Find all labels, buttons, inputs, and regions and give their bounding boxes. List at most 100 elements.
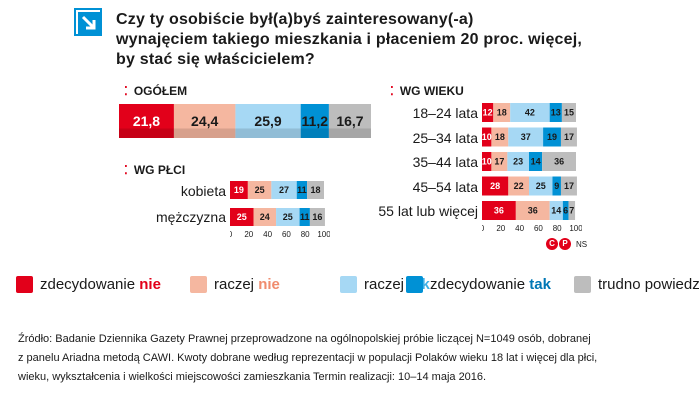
- data-label-35-44-lata-zdecydowanie-nie: 10: [482, 157, 492, 167]
- category-label-mężczyzna: mężczyzna: [155, 209, 226, 225]
- legend-label: zdecydowanie: [430, 276, 530, 293]
- legend-swatch: [574, 276, 591, 293]
- legend-label-highlight: nie: [258, 276, 280, 293]
- data-label-ogółem-raczej-nie: 24,4: [191, 113, 218, 129]
- bar-25-34-lata-trudno-powiedzieć: [560, 127, 577, 147]
- x-tick-label-40: 40: [515, 224, 524, 233]
- data-label-45-54-lata-zdecydowanie-nie: 28: [490, 181, 500, 191]
- x-tick-label-40: 40: [263, 230, 272, 239]
- bar-55-lat-lub-więcej-raczej-nie: [515, 201, 550, 220]
- bar-45-54-lata-trudno-powiedzieć: [560, 176, 577, 196]
- x-tick-label-0: 0: [230, 230, 233, 239]
- copyright-p-icon: P: [559, 238, 571, 250]
- source-line-2: z panelu Ariadna metodą CAWI. Kwoty dobr…: [18, 352, 598, 364]
- bar-35-44-lata-trudno-powiedzieć: [542, 152, 576, 171]
- section-ogolem-label: OGÓŁEM: [133, 84, 188, 98]
- data-label-25-34-lata-zdecydowanie-nie: 10: [482, 132, 492, 142]
- source-line-3: wieku, wykształcenia i wielkości miejsco…: [18, 371, 487, 383]
- legend-swatch: [190, 276, 207, 293]
- bar-mężczyzna-raczej-tak: [276, 208, 300, 226]
- bar-18-24-lata-zdecydowanie-tak: [549, 103, 562, 122]
- bar-kobieta-trudno-powiedzieć: [307, 181, 324, 199]
- data-label-kobieta-raczej-nie: 25: [255, 185, 265, 195]
- bar-ogółem-zdecydowanie-tak: [300, 104, 329, 138]
- data-label-55-lat-lub-więcej-raczej-tak: 14: [551, 206, 561, 216]
- legend-item-raczej-nie: raczej nie: [190, 276, 280, 293]
- data-label-mężczyzna-trudno-powiedzieć: 16: [312, 212, 322, 222]
- bar-55-lat-lub-więcej-zdecydowanie-tak: [562, 201, 569, 220]
- chart-plec: 19252711182524251116020406080100: [230, 181, 330, 239]
- section-wiek: ⁚ WG WIEKU: [390, 84, 464, 98]
- bar-ogółem-raczej-nie: [173, 104, 236, 138]
- data-label-18-24-lata-zdecydowanie-nie: 12: [483, 108, 493, 118]
- data-label-25-34-lata-raczej-nie: 18: [495, 132, 505, 142]
- bar-mężczyzna-zdecydowanie-tak: [299, 208, 310, 226]
- bar-55-lat-lub-więcej-raczej-tak: [549, 201, 563, 220]
- data-label-45-54-lata-raczej-tak: 25: [536, 181, 546, 191]
- data-label-55-lat-lub-więcej-trudno-powiedzieć: 7: [569, 206, 574, 216]
- section-ogolem: ⁚ OGÓŁEM: [124, 84, 187, 98]
- data-label-ogółem-raczej-tak: 25,9: [254, 113, 281, 129]
- data-label-45-54-lata-trudno-powiedzieć: 17: [564, 181, 574, 191]
- section-plec-label: WG PŁCI: [133, 163, 186, 177]
- legend-label: raczej: [214, 276, 259, 293]
- data-label-18-24-lata-raczej-tak: 42: [525, 108, 535, 118]
- legend-item-zdecydowanie-tak: zdecydowanie tak: [406, 276, 551, 293]
- legend-label-highlight: tak: [529, 276, 551, 293]
- x-tick-label-20: 20: [244, 230, 253, 239]
- data-label-mężczyzna-zdecydowanie-tak: 11: [300, 212, 310, 222]
- category-label-35-44-lata: 35–44 lata: [412, 154, 478, 170]
- data-label-25-34-lata-trudno-powiedzieć: 17: [564, 132, 574, 142]
- title-line-1: Czy ty osobiście był(a)byś zainteresowan…: [116, 11, 474, 28]
- x-tick-label-100: 100: [569, 224, 582, 233]
- legend-label: raczej: [364, 276, 409, 293]
- data-label-55-lat-lub-więcej-zdecydowanie-nie: 36: [494, 206, 504, 216]
- bar-18-24-lata-trudno-powiedzieć: [561, 103, 576, 122]
- category-label-45-54-lata: 45–54 lata: [412, 178, 478, 195]
- data-label-25-34-lata-zdecydowanie-tak: 19: [547, 132, 557, 142]
- bar-mężczyzna-zdecydowanie-nie: [230, 208, 254, 226]
- data-label-mężczyzna-raczej-nie: 24: [260, 212, 270, 222]
- data-label-45-54-lata-raczej-nie: 22: [514, 181, 524, 191]
- data-label-ogółem-zdecydowanie-nie: 21,8: [133, 113, 160, 129]
- bar-ogółem-raczej-tak: [235, 104, 301, 138]
- source-line-1: Źródło: Badanie Dziennika Gazety Prawnej…: [18, 333, 591, 345]
- legend-label: trudno powiedzieć: [598, 276, 700, 293]
- data-label-kobieta-zdecydowanie-nie: 19: [234, 185, 244, 195]
- bar-35-44-lata-raczej-tak: [507, 152, 529, 171]
- bar-25-34-lata-zdecydowanie-nie: [482, 127, 492, 147]
- bar-mężczyzna-trudno-powiedzieć: [309, 208, 325, 226]
- bar-kobieta-raczej-nie: [247, 181, 272, 199]
- bar-ogółem-trudno-powiedzieć: [328, 104, 371, 138]
- data-label-35-44-lata-zdecydowanie-tak: 14: [531, 157, 541, 167]
- legend-swatch: [406, 276, 423, 293]
- bar-45-54-lata-zdecydowanie-tak: [552, 176, 561, 196]
- ns-label: NS: [576, 239, 588, 249]
- bar-55-lat-lub-więcej-zdecydowanie-nie: [482, 201, 516, 220]
- data-label-mężczyzna-raczej-tak: 25: [283, 212, 293, 222]
- bar-35-44-lata-zdecydowanie-nie: [482, 152, 492, 171]
- bar-35-44-lata-raczej-nie: [491, 152, 508, 171]
- bar-45-54-lata-zdecydowanie-nie: [482, 176, 509, 196]
- x-tick-label-80: 80: [553, 224, 562, 233]
- data-label-25-34-lata-raczej-tak: 37: [521, 132, 531, 142]
- bar-shade: [300, 128, 329, 138]
- dots-icon: ⁚: [124, 84, 128, 98]
- source-note: Źródło: Badanie Dziennika Gazety Prawnej…: [18, 330, 690, 387]
- chart-ogolem: 21,8 24,4 25,9 11,2 16,7: [119, 104, 371, 138]
- bar-18-24-lata-raczej-nie: [493, 103, 511, 122]
- data-label-kobieta-trudno-powiedzieć: 18: [311, 185, 321, 195]
- data-label-55-lat-lub-więcej-raczej-nie: 36: [528, 206, 538, 216]
- bar-kobieta-raczej-tak: [271, 181, 297, 199]
- data-label-45-54-lata-zdecydowanie-tak: 9: [554, 181, 559, 191]
- legend-item-trudno-powiedzieć: trudno powiedzieć: [574, 276, 700, 293]
- bar-kobieta-zdecydowanie-tak: [296, 181, 308, 199]
- category-label-kobieta: kobieta: [180, 183, 226, 199]
- data-label-18-24-lata-zdecydowanie-tak: 13: [551, 108, 561, 118]
- section-wiek-label: WG WIEKU: [399, 84, 464, 98]
- legend-swatch: [340, 276, 357, 293]
- x-tick-label-60: 60: [534, 224, 543, 233]
- bar-25-34-lata-zdecydowanie-tak: [543, 127, 561, 147]
- x-tick-label-80: 80: [301, 230, 310, 239]
- data-label-ogółem-zdecydowanie-tak: 11,2: [302, 113, 329, 129]
